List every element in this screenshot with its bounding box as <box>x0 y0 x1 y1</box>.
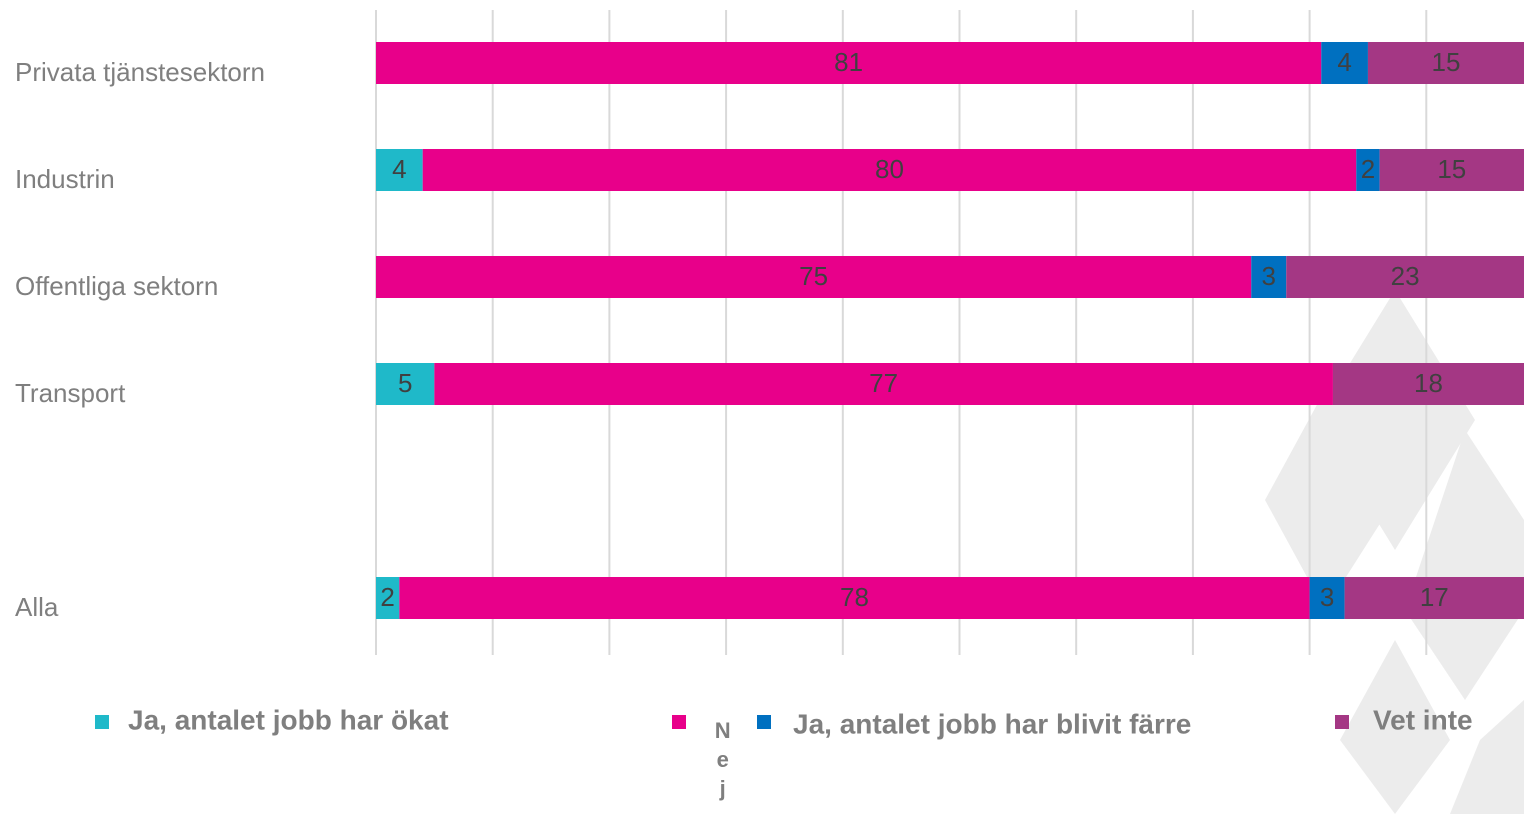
data-label: 4 <box>1337 47 1351 77</box>
data-label: 78 <box>840 582 869 612</box>
data-label: 80 <box>875 154 904 184</box>
bar-segment <box>434 363 1333 405</box>
data-label: 75 <box>799 261 828 291</box>
bar-segment <box>376 42 1322 84</box>
data-label: 3 <box>1262 261 1276 291</box>
legend-label: Ja, antalet jobb har blivit färre <box>793 708 1191 739</box>
legend-label: Ja, antalet jobb har ökat <box>128 704 449 735</box>
data-label: 15 <box>1437 154 1466 184</box>
bar-segment <box>399 577 1310 619</box>
data-label: 15 <box>1432 47 1461 77</box>
bar-segment <box>376 149 423 191</box>
legend-swatch <box>672 715 686 729</box>
bar-segment <box>422 149 1357 191</box>
category-label: Transport <box>15 378 126 408</box>
data-label: 3 <box>1320 582 1334 612</box>
category-label: Privata tjänstesektorn <box>15 57 265 87</box>
data-label: 17 <box>1420 582 1449 612</box>
data-label: 4 <box>392 154 406 184</box>
data-label: 23 <box>1391 261 1420 291</box>
data-label: 5 <box>398 368 412 398</box>
data-label: 77 <box>869 368 898 398</box>
legend-label: Vet inte <box>1373 704 1473 735</box>
bar-segment <box>1367 42 1524 84</box>
data-label: 81 <box>834 47 863 77</box>
bar-segment <box>1321 42 1368 84</box>
bar-segment <box>1332 363 1524 405</box>
bar-segment <box>1356 149 1380 191</box>
category-label: Offentliga sektorn <box>15 271 218 301</box>
legend-swatch <box>757 715 771 729</box>
data-label: 2 <box>380 582 394 612</box>
data-label: 2 <box>1361 154 1375 184</box>
legend-swatch <box>1335 715 1349 729</box>
background-decoration <box>1265 290 1524 814</box>
bar-segment <box>376 577 400 619</box>
bar-segment <box>1251 256 1287 298</box>
bar-segment <box>1379 149 1524 191</box>
data-label: 18 <box>1414 368 1443 398</box>
bar-segment <box>376 363 435 405</box>
category-label: Alla <box>15 592 59 622</box>
legend-swatch <box>95 715 109 729</box>
bar-segment <box>376 256 1252 298</box>
bar-segment <box>1286 256 1524 298</box>
category-label: Industrin <box>15 164 115 194</box>
bar-segment <box>1344 577 1524 619</box>
legend-label: Nej <box>710 718 735 805</box>
bar-segment <box>1309 577 1345 619</box>
